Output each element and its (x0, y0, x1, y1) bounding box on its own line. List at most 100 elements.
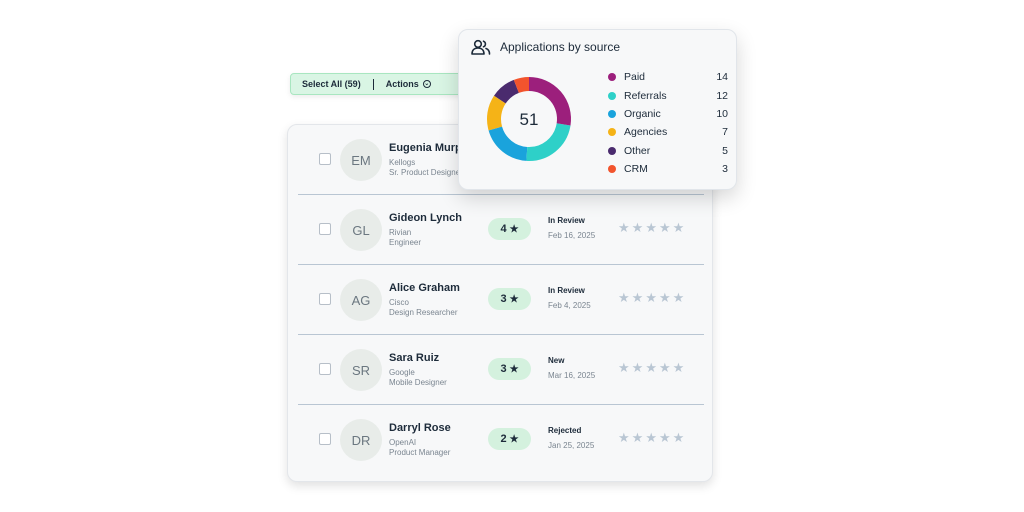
legend-label: Other (624, 144, 651, 157)
legend-swatch (608, 73, 616, 82)
star-icon[interactable]: ★ (631, 220, 644, 235)
row-checkbox[interactable] (319, 433, 331, 445)
star-icon[interactable]: ★ (645, 290, 657, 305)
candidate-name[interactable]: Sara Ruiz (389, 352, 440, 364)
legend-swatch (608, 109, 616, 118)
star-icon: ★ (509, 433, 519, 445)
legend-swatch (608, 128, 616, 137)
legend-label: CRM (624, 163, 648, 176)
legend-label: Paid (624, 71, 646, 84)
row-checkbox[interactable] (319, 153, 331, 165)
rating-badge: 2 ★ (488, 428, 531, 450)
row-checkbox[interactable] (319, 363, 331, 375)
avatar: DR (340, 419, 382, 461)
candidate-company: Google (389, 368, 415, 377)
candidate-role: Sr. Product Designer (389, 168, 463, 177)
candidate-row[interactable]: EM Eugenia Murph Kellogs Sr. Product Des… (298, 125, 704, 195)
donut-slice-crm (513, 77, 530, 93)
row-checkbox[interactable] (319, 223, 331, 235)
star-icon[interactable]: ★ (618, 360, 630, 375)
candidate-company: OpenAI (389, 438, 417, 447)
star-icon[interactable]: ★ (672, 220, 685, 235)
candidate-info: Gideon Lynch Rivian Engineer (389, 212, 462, 248)
candidate-role: Product Manager (389, 448, 451, 457)
star-rating[interactable]: ★ ★ ★ ★ ★ (618, 290, 684, 306)
donut-slice-agencies (487, 95, 506, 131)
legend-item-agencies: Agencies 7 (608, 123, 728, 141)
candidate-name[interactable]: Alice Graham (389, 282, 460, 294)
rating-badge: 3 ★ (488, 358, 531, 380)
star-icon[interactable]: ★ (658, 430, 671, 445)
candidate-row[interactable]: GL Gideon Lynch Rivian Engineer 4 ★ In Re… (298, 195, 704, 265)
star-icon[interactable]: ★ (631, 290, 644, 305)
star-icon[interactable]: ★ (672, 430, 685, 445)
candidate-company: Cisco (389, 298, 410, 307)
card-header: Applications by source (471, 39, 620, 55)
candidate-row[interactable]: AG Alice Graham Cisco Design Researcher … (298, 265, 704, 335)
star-icon[interactable]: ★ (631, 430, 644, 445)
row-checkbox[interactable] (319, 293, 331, 305)
star-icon[interactable]: ★ (645, 430, 657, 445)
star-icon[interactable]: ★ (618, 290, 630, 305)
donut-slice-referrals (526, 122, 571, 161)
legend-swatch (608, 146, 616, 155)
actions-label: Actions (385, 79, 419, 89)
actions-button[interactable]: Actions ⌄ (386, 79, 431, 89)
status-label: Rejected (548, 426, 582, 435)
star-icon[interactable]: ★ (672, 360, 685, 375)
rating-value: 4 (500, 223, 507, 235)
avatar: AG (340, 279, 382, 321)
row-divider (298, 194, 704, 195)
rating-value: 2 (500, 433, 507, 445)
status-date: Jan 25, 2025 (548, 441, 595, 450)
legend-item-paid: Paid 14 (608, 68, 728, 86)
star-rating[interactable]: ★ ★ ★ ★ ★ (618, 360, 684, 376)
star-icon[interactable]: ★ (618, 430, 630, 445)
row-divider (298, 404, 704, 405)
card-title: Applications by source (500, 40, 621, 54)
star-icon[interactable]: ★ (618, 220, 630, 235)
star-icon[interactable]: ★ (658, 290, 671, 305)
applications-by-source-card: Applications by source 51 Paid 14 Referral… (458, 29, 737, 190)
star-icon[interactable]: ★ (672, 290, 685, 305)
people-icon (471, 39, 491, 55)
candidate-name[interactable]: Eugenia Murph (389, 142, 469, 154)
chart-legend: Paid 14 Referrals 12 Organic 10 Agencies 7 Other… (608, 68, 728, 178)
status-date: Mar 16, 2025 (548, 371, 596, 380)
candidate-info: Darryl Rose OpenAI Product Manager (389, 422, 451, 458)
status-block: In Review Feb 4, 2025 (548, 286, 591, 310)
avatar: SR (340, 349, 382, 391)
star-rating[interactable]: ★ ★ ★ ★ ★ (618, 430, 684, 446)
row-divider (298, 334, 704, 335)
status-block: In Review Feb 16, 2025 (548, 216, 595, 240)
divider (372, 78, 374, 90)
candidate-info: Eugenia Murph Kellogs Sr. Product Design… (389, 142, 468, 178)
candidate-name[interactable]: Darryl Rose (389, 422, 451, 434)
candidate-info: Alice Graham Cisco Design Researcher (389, 282, 460, 318)
status-label: In Review (548, 216, 585, 225)
donut-slice-paid (528, 77, 571, 126)
rating-value: 3 (500, 363, 507, 375)
avatar: EM (340, 139, 382, 181)
star-icon[interactable]: ★ (645, 220, 657, 235)
select-all-button[interactable]: Select All (59) (302, 79, 361, 89)
star-icon[interactable]: ★ (658, 220, 671, 235)
candidate-row[interactable]: DR Darryl Rose OpenAI Product Manager 2 ★… (298, 405, 704, 475)
star-rating[interactable]: ★ ★ ★ ★ ★ (618, 220, 684, 236)
candidate-company: Rivian (389, 228, 412, 237)
legend-item-crm: CRM 3 (608, 160, 728, 178)
candidate-row[interactable]: SR Sara Ruiz Google Mobile Designer 3 ★ N… (298, 335, 704, 405)
donut-chart: 51 (487, 77, 571, 161)
candidate-name[interactable]: Gideon Lynch (389, 212, 462, 224)
star-icon: ★ (509, 293, 519, 305)
legend-swatch (608, 165, 616, 174)
star-icon[interactable]: ★ (645, 360, 657, 375)
legend-label: Agencies (624, 126, 668, 139)
legend-label: Referrals (624, 89, 667, 102)
legend-item-other: Other 5 (608, 142, 728, 160)
star-icon[interactable]: ★ (658, 360, 671, 375)
star-icon[interactable]: ★ (631, 360, 644, 375)
candidate-company: Kellogs (389, 158, 416, 167)
legend-swatch (608, 91, 616, 100)
legend-value: 7 (722, 126, 728, 139)
